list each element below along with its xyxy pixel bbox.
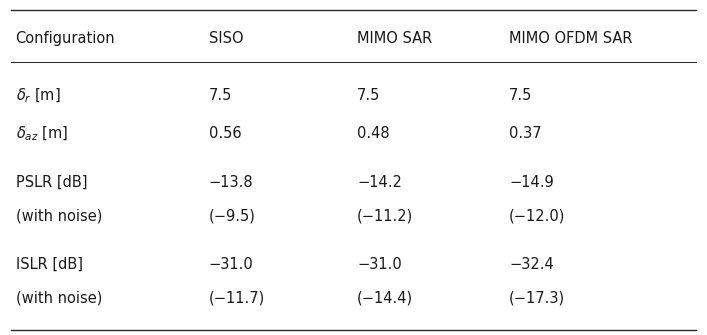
Text: (−17.3): (−17.3) [509, 291, 565, 306]
Text: SISO: SISO [209, 31, 243, 46]
Text: (−12.0): (−12.0) [509, 209, 566, 223]
Text: 7.5: 7.5 [209, 88, 232, 103]
Text: −13.8: −13.8 [209, 175, 253, 190]
Text: (−11.7): (−11.7) [209, 291, 265, 306]
Text: 7.5: 7.5 [357, 88, 380, 103]
Text: (−11.2): (−11.2) [357, 209, 414, 223]
Text: $\delta_r$ [m]: $\delta_r$ [m] [16, 86, 60, 105]
Text: −31.0: −31.0 [209, 257, 253, 272]
Text: −14.9: −14.9 [509, 175, 554, 190]
Text: (with noise): (with noise) [16, 209, 102, 223]
Text: MIMO SAR: MIMO SAR [357, 31, 432, 46]
Text: −14.2: −14.2 [357, 175, 402, 190]
Text: 0.56: 0.56 [209, 127, 241, 141]
Text: −31.0: −31.0 [357, 257, 402, 272]
Text: 7.5: 7.5 [509, 88, 532, 103]
Text: (−9.5): (−9.5) [209, 209, 255, 223]
Text: ISLR [dB]: ISLR [dB] [16, 257, 83, 272]
Text: MIMO OFDM SAR: MIMO OFDM SAR [509, 31, 633, 46]
Text: 0.48: 0.48 [357, 127, 390, 141]
Text: $\delta_{az}$ [m]: $\delta_{az}$ [m] [16, 125, 68, 143]
Text: Configuration: Configuration [16, 31, 115, 46]
Text: 0.37: 0.37 [509, 127, 542, 141]
Text: (−14.4): (−14.4) [357, 291, 413, 306]
Text: (with noise): (with noise) [16, 291, 102, 306]
Text: −32.4: −32.4 [509, 257, 554, 272]
Text: PSLR [dB]: PSLR [dB] [16, 175, 87, 190]
